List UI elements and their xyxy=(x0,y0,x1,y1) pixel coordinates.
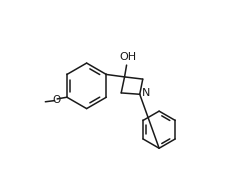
Text: OH: OH xyxy=(120,52,137,62)
Text: O: O xyxy=(53,95,61,105)
Text: N: N xyxy=(142,88,150,98)
